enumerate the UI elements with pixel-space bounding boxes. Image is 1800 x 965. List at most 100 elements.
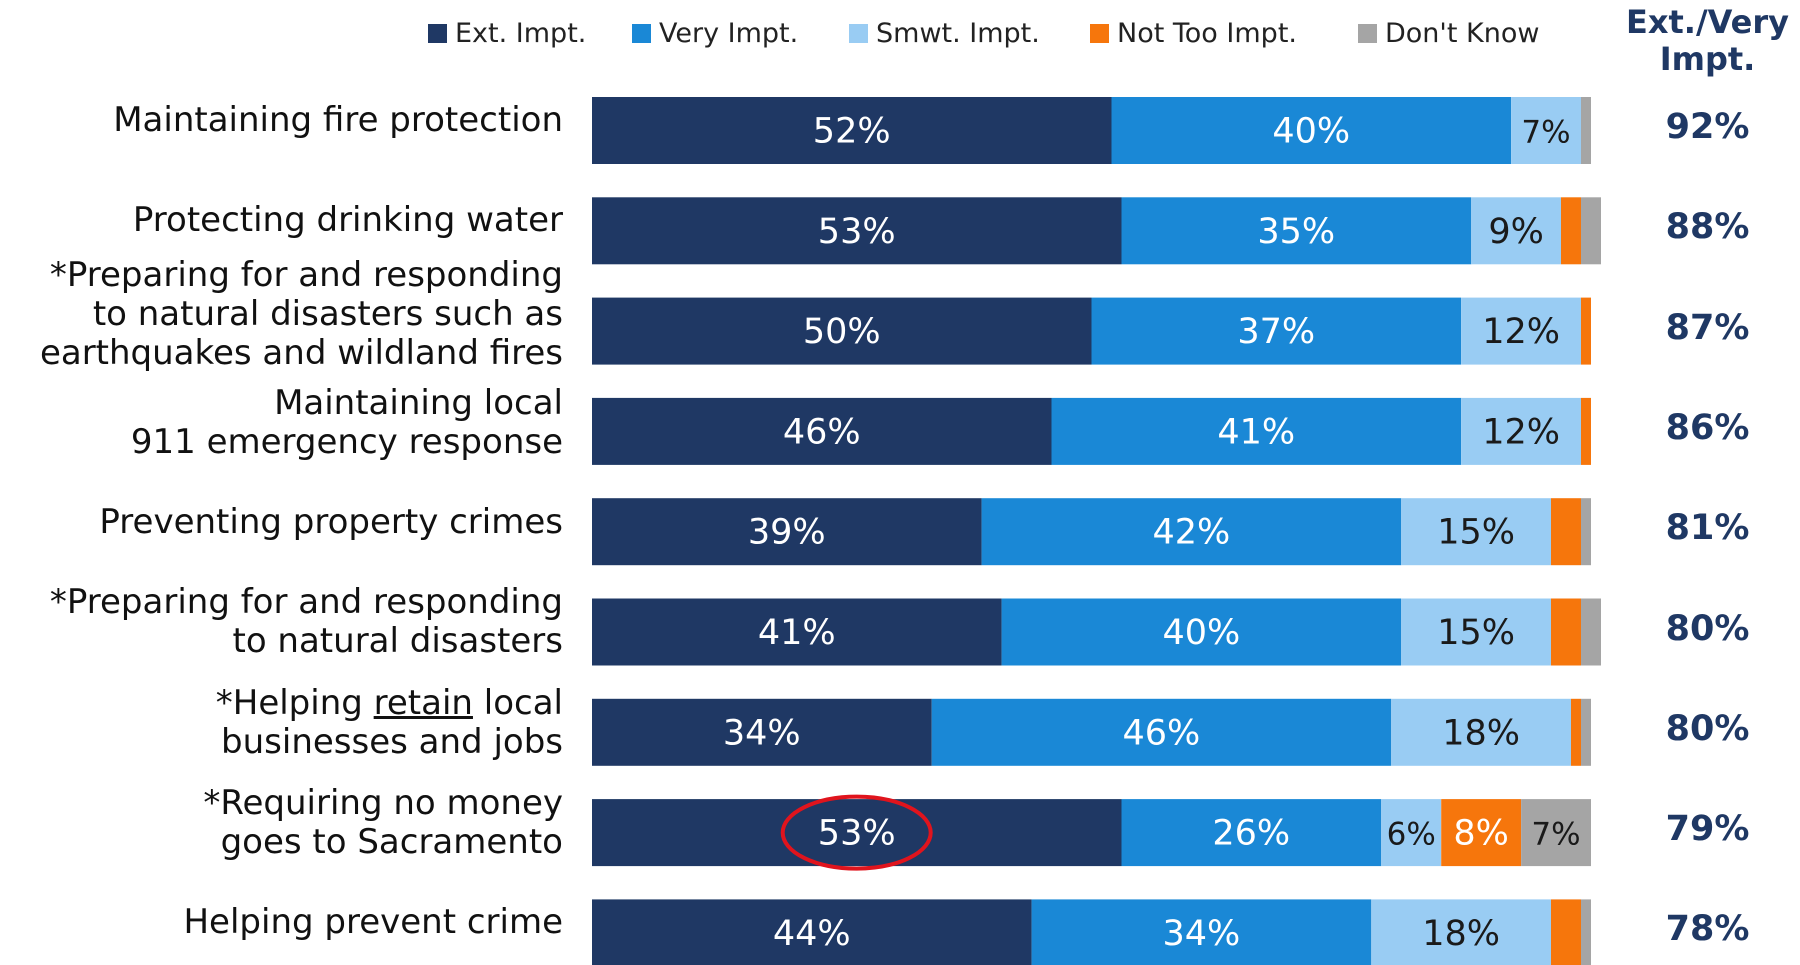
data-label: 41% — [1217, 412, 1295, 452]
legend-item-not-too-impt: Not Too Impt. — [1090, 16, 1297, 50]
legend-swatch-dont-know — [1358, 23, 1377, 43]
data-label: 8% — [1453, 814, 1509, 854]
bar-segment — [1391, 698, 1571, 766]
bar-segment — [1121, 197, 1472, 265]
bar-segment — [1461, 397, 1581, 465]
row-label-text: *Helping — [215, 683, 374, 723]
bar-row: 34% 46% 18% — [592, 698, 1591, 766]
data-label: 12% — [1482, 312, 1560, 352]
legend-item-very-impt: Very Impt. — [632, 16, 798, 50]
bar-segment — [592, 97, 1112, 164]
legend-swatch-ext-impt — [428, 23, 447, 43]
data-label: 44% — [773, 914, 851, 954]
legend-swatch-not-too-impt — [1090, 23, 1109, 43]
bar-segment — [1051, 397, 1462, 465]
legend-label-ext-impt: Ext. Impt. — [455, 17, 587, 49]
row-label-line: *Preparing for and responding — [49, 255, 563, 295]
totals-header-line-2: Impt. — [1659, 40, 1756, 78]
bar-segment — [1001, 598, 1402, 666]
bar-segment — [1581, 899, 1591, 965]
row-label-line: earthquakes and wildland fires — [39, 333, 563, 373]
row-label-911-response: Maintaining local 911 emergency response — [0, 384, 563, 462]
data-label: 52% — [813, 112, 891, 152]
legend-swatch-very-impt — [632, 23, 651, 43]
row-label-natural-disasters: *Preparing for and responding to natural… — [0, 583, 563, 661]
data-label: 41% — [758, 613, 836, 653]
row-label-line: Preventing property crimes — [99, 502, 563, 542]
legend-label-very-impt: Very Impt. — [659, 17, 799, 49]
legend-swatch-smwt-impt — [849, 23, 868, 43]
highlight-ellipse — [780, 794, 933, 871]
row-label-line: *Preparing for and responding — [49, 582, 563, 622]
row-label-line: Protecting drinking water — [132, 200, 563, 240]
bar-segment — [592, 297, 1092, 365]
row-label-line: Maintaining local — [274, 383, 563, 423]
row-label-line: 911 emergency response — [130, 422, 563, 462]
data-label: 15% — [1437, 513, 1515, 553]
bar-row: 52% 40% 7% — [592, 97, 1591, 164]
total-value: 87% — [1665, 308, 1750, 348]
bar-segment — [1581, 698, 1591, 766]
row-label-no-money-sacramento: *Requiring no money goes to Sacramento — [0, 784, 563, 862]
bar-segment — [1381, 799, 1442, 867]
data-label: 6% — [1387, 817, 1436, 853]
row-label-line: *Requiring no money — [203, 783, 563, 823]
bar-segment — [1581, 598, 1601, 666]
data-label: 50% — [803, 312, 881, 352]
legend-label-smwt-impt: Smwt. Impt. — [876, 17, 1040, 49]
bar-segment — [1031, 899, 1372, 965]
bar-segment — [1551, 598, 1581, 666]
bar-segment — [1571, 698, 1581, 766]
data-label: 12% — [1482, 412, 1560, 452]
bar-segment — [1111, 97, 1512, 164]
data-label: 15% — [1437, 613, 1515, 653]
data-label: 18% — [1422, 914, 1500, 954]
bar-segment — [981, 498, 1402, 566]
legend-item-dont-know: Don't Know — [1358, 16, 1539, 50]
data-label: 40% — [1272, 112, 1350, 152]
data-label: 42% — [1153, 513, 1231, 553]
legend-label-not-too-impt: Not Too Impt. — [1117, 17, 1297, 49]
totals-header-line-1: Ext./Very — [1626, 3, 1789, 41]
bar-segment — [1551, 498, 1581, 566]
bar-segment — [592, 799, 1122, 867]
data-label: 34% — [723, 713, 801, 753]
data-label: 7% — [1521, 115, 1570, 151]
bar-segment — [592, 598, 1002, 666]
bar-segment — [1401, 498, 1551, 566]
bar-segment — [592, 698, 932, 766]
row-label-property-crimes: Preventing property crimes — [0, 503, 563, 542]
bar-segment — [1471, 197, 1561, 265]
bar-segment — [1581, 97, 1591, 164]
bar-segment — [931, 698, 1392, 766]
row-label-prevent-crime: Helping prevent crime — [0, 903, 563, 942]
data-label: 26% — [1212, 814, 1290, 854]
data-label: 53% — [818, 814, 896, 854]
bar-row: 39% 42% 15% — [592, 498, 1591, 566]
total-value: 80% — [1665, 709, 1750, 749]
row-label-retain-businesses: *Helping retain local businesses and job… — [0, 684, 563, 762]
data-label: 18% — [1442, 713, 1520, 753]
bar-segment — [592, 899, 1032, 965]
bar-row: 41% 40% 15% — [592, 598, 1601, 666]
legend-item-smwt-impt: Smwt. Impt. — [849, 16, 1040, 50]
bar-row: 44% 34% 18% — [592, 899, 1591, 965]
row-label-line: Maintaining fire protection — [113, 100, 563, 140]
bar-segment — [1581, 197, 1601, 265]
row-label-natural-disasters-earthquakes: *Preparing for and responding to natural… — [0, 256, 563, 373]
total-value: 92% — [1665, 107, 1750, 147]
data-label: 40% — [1163, 613, 1241, 653]
total-value: 80% — [1665, 609, 1750, 649]
bar-segment — [592, 197, 1122, 265]
data-label: 46% — [783, 412, 861, 452]
total-value: 81% — [1665, 508, 1750, 548]
bar-segment — [592, 498, 982, 566]
row-label-fire-protection: Maintaining fire protection — [0, 101, 563, 140]
bar-segment — [1121, 799, 1382, 867]
total-value: 88% — [1665, 207, 1750, 247]
bar-row: 53% 35% 9% — [592, 197, 1601, 265]
bar-segment — [1371, 899, 1551, 965]
bar-segment — [1441, 799, 1522, 867]
bar-segment — [1551, 899, 1581, 965]
